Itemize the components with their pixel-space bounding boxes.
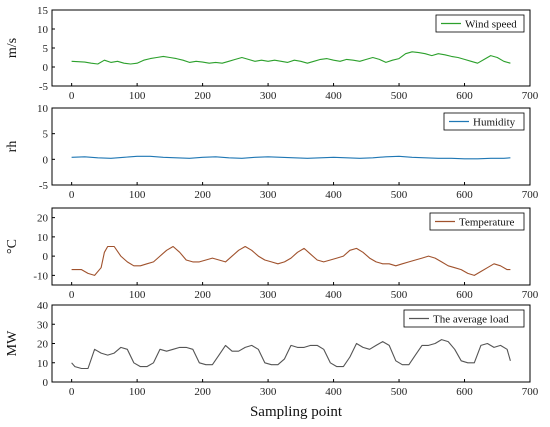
x-tick-label: 100 [129, 189, 146, 201]
x-tick-label: 600 [456, 189, 473, 201]
legend-label: Wind speed [465, 19, 517, 31]
legend-label: Temperature [459, 217, 515, 229]
x-tick-label: 700 [522, 189, 539, 201]
y-tick-label: -10 [33, 270, 48, 282]
y-tick-label: -5 [39, 180, 49, 192]
y-axis-label: °C [5, 239, 20, 254]
x-tick-label: 300 [260, 90, 277, 102]
y-tick-label: 20 [37, 339, 49, 351]
x-tick-label: 200 [194, 386, 211, 398]
panel-1: -5 0 5 10 15 0 100 200 300 400 500 600 700 m/s Wind sp… [5, 5, 539, 102]
x-tick-label: 600 [456, 289, 473, 301]
x-tick-label: 0 [69, 289, 75, 301]
series-line [71, 51, 511, 65]
x-tick-label: 400 [325, 90, 342, 102]
series-line [71, 155, 511, 160]
y-tick-label: 0 [43, 251, 49, 263]
y-tick-label: 10 [37, 24, 49, 36]
x-tick-label: 700 [522, 90, 539, 102]
y-tick-label: 30 [37, 319, 49, 331]
y-tick-label: -5 [39, 81, 49, 93]
y-axis-label: m/s [5, 38, 20, 58]
y-tick-label: 15 [37, 5, 49, 17]
y-axis-label: MW [5, 330, 20, 356]
x-tick-label: 100 [129, 289, 146, 301]
x-tick-label: 0 [69, 386, 75, 398]
series-line [71, 245, 511, 276]
x-tick-label: 300 [260, 386, 277, 398]
y-axis-label: rh [5, 141, 20, 153]
y-tick-label: 10 [37, 103, 49, 115]
series-line [71, 339, 511, 370]
x-tick-label: 400 [325, 289, 342, 301]
legend-label: The average load [433, 314, 509, 326]
legend-box [403, 309, 525, 328]
x-tick-label: 200 [194, 189, 211, 201]
x-tick-label: 500 [391, 90, 408, 102]
y-tick-label: 20 [37, 213, 49, 225]
y-tick-label: 0 [43, 62, 49, 74]
plot-frame [51, 107, 531, 186]
x-tick-label: 600 [456, 386, 473, 398]
y-tick-label: 0 [43, 154, 49, 166]
x-tick-label: 0 [69, 90, 75, 102]
legend-box [429, 212, 525, 231]
y-tick-label: 10 [37, 358, 49, 370]
x-tick-label: 300 [260, 189, 277, 201]
x-tick-label: 100 [129, 90, 146, 102]
x-tick-label: 400 [325, 189, 342, 201]
y-tick-label: 10 [37, 232, 49, 244]
y-tick-label: 40 [37, 300, 49, 312]
x-tick-label: 500 [391, 386, 408, 398]
x-tick-label: 700 [522, 386, 539, 398]
x-tick-label: 0 [69, 189, 75, 201]
x-tick-label: 500 [391, 289, 408, 301]
y-tick-label: 5 [43, 43, 49, 55]
legend-box [443, 112, 525, 131]
plot-frame [51, 207, 531, 286]
x-tick-label: 200 [194, 90, 211, 102]
y-tick-label: 5 [43, 129, 49, 141]
x-axis-title: Sampling point [250, 404, 343, 420]
x-tick-label: 400 [325, 386, 342, 398]
x-tick-label: 300 [260, 289, 277, 301]
x-tick-label: 100 [129, 386, 146, 398]
legend-label: Humidity [473, 117, 516, 129]
x-tick-label: 700 [522, 289, 539, 301]
x-tick-label: 200 [194, 289, 211, 301]
x-tick-label: 500 [391, 189, 408, 201]
legend-box [435, 14, 525, 33]
x-tick-label: 600 [456, 90, 473, 102]
y-tick-label: 0 [43, 377, 49, 389]
